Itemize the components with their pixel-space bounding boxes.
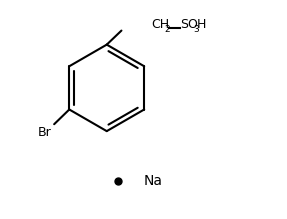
Text: H: H — [197, 18, 207, 31]
Text: 3: 3 — [193, 25, 199, 34]
Text: CH: CH — [151, 18, 169, 31]
Text: Br: Br — [38, 126, 52, 139]
Text: SO: SO — [180, 18, 198, 31]
Text: 2: 2 — [164, 25, 170, 34]
Text: Na: Na — [144, 174, 162, 188]
